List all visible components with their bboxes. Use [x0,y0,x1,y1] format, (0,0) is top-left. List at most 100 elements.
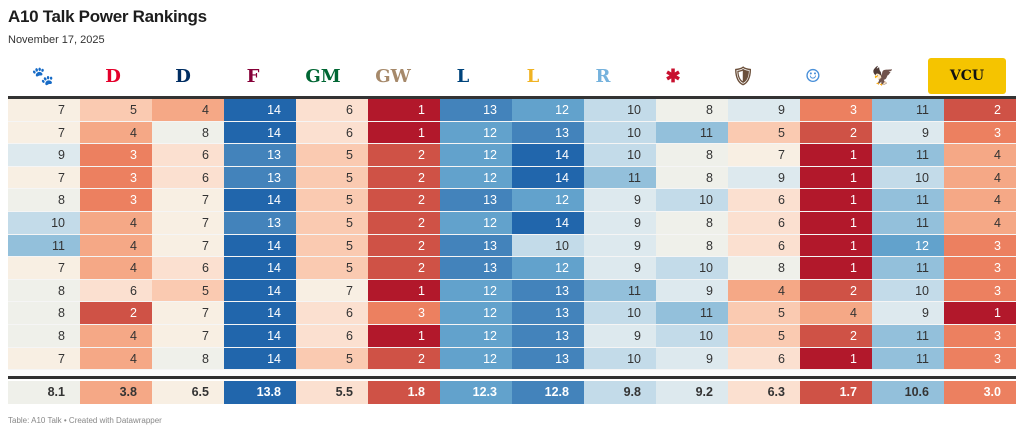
rank-cell: 14 [224,257,296,279]
rank-cell: 6 [152,257,224,279]
rank-cell: 11 [872,257,944,279]
rank-cell: 8 [8,324,80,347]
rank-cell: 7 [728,144,800,166]
table-row: 8 2 7 14 6 3 12 13 10 11 5 4 9 1 [8,302,1016,325]
rank-cell: 4 [944,211,1016,234]
rank-cell: 13 [440,234,512,257]
rank-cell: 5 [296,211,368,234]
rank-cell: 1 [944,302,1016,324]
rank-cell: 10 [584,99,656,121]
wildcat-logo-icon: 🐾 [31,65,55,87]
page-title: A10 Talk Power Rankings [8,7,207,26]
rank-cell: 2 [80,302,152,324]
rank-cell: 8 [656,144,728,166]
rank-cell: 2 [800,324,872,347]
rank-cell: 7 [152,189,224,211]
average-cell: 12.3 [440,381,512,404]
rank-cell: 5 [296,144,368,166]
rank-cell: 11 [8,234,80,257]
rank-cell: 9 [584,234,656,257]
rank-cell: 3 [944,257,1016,279]
table-row: 7 5 4 14 6 1 13 12 10 8 9 3 11 2 [8,99,1016,122]
rank-cell: 11 [656,302,728,324]
rank-cell: 9 [584,211,656,234]
rank-cell: 8 [656,211,728,234]
rank-cell: 11 [872,324,944,347]
rank-cell: 6 [728,347,800,370]
table-row: 11 4 7 14 5 2 13 10 9 8 6 1 12 3 [8,234,1016,258]
rank-cell: 12 [440,121,512,144]
rankings-table: 7 5 4 14 6 1 13 12 10 8 9 3 11 2 7 4 8 14 6 1 12 13 10 11 5 2 9 3 9 3… [8,99,1016,371]
rank-cell: 6 [80,279,152,302]
rank-cell: 5 [80,99,152,121]
rank-cell: 7 [152,302,224,324]
rank-cell: 13 [224,166,296,189]
rank-cell: 7 [296,279,368,302]
rank-cell: 12 [440,324,512,347]
rank-cell: 12 [512,189,584,211]
rank-cell: 1 [800,144,872,166]
rank-cell: 11 [656,121,728,144]
rank-cell: 6 [296,121,368,144]
fordham-logo-icon: F [246,65,260,87]
rank-cell: 9 [584,257,656,279]
rank-cell: 5 [728,302,800,324]
rank-cell: 10 [656,189,728,211]
rank-cell: 5 [152,279,224,302]
rank-cell: 10 [584,144,656,166]
rank-cell: 1 [800,347,872,370]
rank-cell: 9 [872,121,944,144]
rank-cell: 4 [80,257,152,279]
rank-cell: 8 [728,257,800,279]
rank-cell: 14 [224,302,296,324]
rank-cell: 13 [440,189,512,211]
header-divider [8,96,1016,99]
rank-cell: 13 [440,257,512,279]
rank-cell: 2 [368,347,440,370]
rank-cell: 2 [800,121,872,144]
rank-cell: 6 [728,189,800,211]
rank-cell: 7 [8,166,80,189]
rank-cell: 6 [296,324,368,347]
rank-cell: 7 [152,234,224,257]
rank-cell: 9 [584,324,656,347]
rank-cell: 8 [656,166,728,189]
rank-cell: 6 [152,144,224,166]
rank-cell: 3 [944,347,1016,370]
rank-cell: 3 [80,189,152,211]
rhode-island-logo-icon: R [595,65,611,87]
rank-cell: 14 [224,347,296,370]
rank-cell: 9 [656,279,728,302]
rank-cell: 4 [944,144,1016,166]
rank-cell: 12 [440,347,512,370]
rank-cell: 1 [800,211,872,234]
rank-cell: 1 [800,166,872,189]
rank-cell: 3 [80,166,152,189]
average-row: 8.1 3.8 6.5 13.8 5.5 1.8 12.3 12.8 9.8 9.2 6.3 1.7 1… [8,381,1016,404]
rank-cell: 1 [800,234,872,257]
rank-cell: 6 [728,211,800,234]
rank-cell: 13 [512,324,584,347]
rank-cell: 8 [656,99,728,121]
rank-cell: 12 [440,211,512,234]
rank-cell: 13 [224,211,296,234]
rank-cell: 8 [152,347,224,370]
rank-cell: 4 [800,302,872,324]
la-salle-logo-icon: L [456,65,470,87]
rank-cell: 7 [8,121,80,144]
rank-cell: 13 [512,121,584,144]
rank-cell: 10 [872,166,944,189]
rank-cell: 3 [800,99,872,121]
rank-cell: 14 [512,144,584,166]
duquesne-logo-icon: D [175,65,191,87]
rank-cell: 2 [368,234,440,257]
rank-cell: 14 [224,121,296,144]
rank-cell: 11 [584,166,656,189]
table-row: 8 4 7 14 6 1 12 13 9 10 5 2 11 3 [8,324,1016,348]
rank-cell: 1 [368,99,440,121]
rank-cell: 13 [512,279,584,302]
rank-cell: 11 [872,347,944,370]
average-cell: 3.8 [80,381,152,404]
rank-cell: 6 [296,99,368,121]
table-row: 7 3 6 13 5 2 12 14 11 8 9 1 10 4 [8,166,1016,190]
